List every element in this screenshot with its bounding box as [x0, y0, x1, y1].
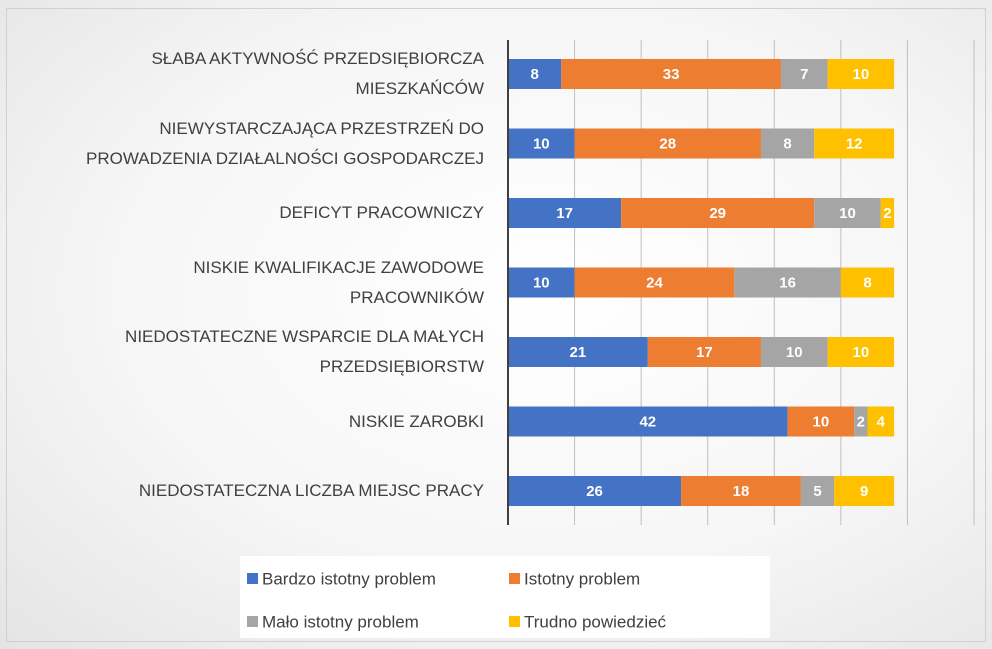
- y-tick-label: NIEDOSTATECZNE WSPARCIE DLA MAŁYCH PRZED…: [125, 327, 484, 376]
- bar-segment: [561, 59, 781, 89]
- data-label: 33: [663, 66, 680, 83]
- data-label: 2: [883, 205, 891, 222]
- bar-segment: [760, 337, 828, 367]
- bar-segment: [814, 198, 881, 228]
- data-label: 5: [813, 483, 821, 500]
- data-label: 10: [852, 66, 869, 83]
- bar-segment: [787, 406, 855, 437]
- legend-label: Bardzo istotny problem: [262, 569, 436, 588]
- bar-segment: [508, 476, 682, 506]
- legend-marker: [247, 573, 258, 584]
- bar-segment: [800, 476, 835, 506]
- data-label: 16: [779, 274, 796, 291]
- data-label: 7: [800, 66, 808, 83]
- bar-segment: [681, 476, 801, 506]
- bar-segment: [814, 128, 895, 159]
- data-label: 12: [846, 135, 863, 152]
- bar-segment: [854, 406, 868, 437]
- bar-segment: [508, 267, 575, 298]
- data-label: 10: [533, 135, 550, 152]
- bar-segment: [574, 267, 735, 298]
- y-tick-label: NIEDOSTATECZNA LICZBA MIEJSC PRACY: [138, 481, 484, 500]
- legend-marker: [509, 573, 520, 584]
- y-tick-label: NISKIE ZAROBKI: [348, 411, 484, 431]
- bar-segment: [734, 267, 841, 298]
- data-label: 8: [863, 274, 871, 291]
- legend-label: Mało istotny problem: [262, 612, 419, 631]
- legend-label: Istotny problem: [524, 569, 640, 588]
- bar-segment: [508, 198, 622, 228]
- y-tick-label: NIEWYSTARCZAJĄCA PRZESTRZEŃ DO PROWADZEN…: [86, 118, 484, 168]
- chart-border: [6, 8, 986, 642]
- bar-segment: [574, 128, 761, 159]
- bar-segment: [867, 406, 895, 437]
- bar-segment: [508, 337, 648, 367]
- data-label: 28: [659, 135, 676, 152]
- data-label: 10: [839, 205, 856, 222]
- bar-segment: [647, 337, 761, 367]
- data-label: 24: [646, 274, 663, 291]
- bar-segment: [621, 198, 815, 228]
- bar-segment: [834, 476, 895, 506]
- data-label: 10: [813, 413, 830, 430]
- y-tick-label: NISKIE KWALIFIKACJE ZAWODOWE PRACOWNIKÓW: [193, 257, 484, 307]
- y-tick-label: DEFICYT PRACOWNICZY: [279, 203, 484, 222]
- legend-box: [240, 556, 770, 638]
- data-label: 17: [556, 205, 573, 222]
- data-label: 42: [639, 413, 656, 430]
- legend-label: Trudno powiedzieć: [524, 612, 667, 631]
- legend-marker: [509, 616, 520, 627]
- bar-segment: [508, 59, 562, 89]
- data-label: 29: [709, 205, 726, 222]
- bar-segment: [840, 267, 895, 298]
- data-label: 26: [586, 483, 603, 500]
- legend-marker: [247, 616, 258, 627]
- data-label: 4: [877, 413, 886, 430]
- data-label: 10: [533, 274, 550, 291]
- bar-segment: [827, 337, 895, 367]
- data-label: 21: [570, 344, 587, 361]
- data-label: 9: [860, 483, 868, 500]
- bar-segment: [780, 59, 828, 89]
- data-label: 18: [733, 483, 750, 500]
- data-label: 10: [786, 344, 803, 361]
- data-label: 8: [530, 66, 538, 83]
- bar-segment: [880, 198, 895, 228]
- data-label: 10: [852, 344, 869, 361]
- bar-segment: [760, 128, 815, 159]
- bar-segment: [508, 406, 788, 437]
- data-label: 2: [857, 413, 865, 430]
- y-tick-label: SŁABA AKTYWNOŚĆ PRZEDSIĘBIORCZA MIESZKAŃ…: [151, 49, 484, 98]
- data-label: 17: [696, 344, 713, 361]
- bar-segment: [827, 59, 895, 89]
- bar-segment: [508, 128, 575, 159]
- data-label: 8: [783, 135, 791, 152]
